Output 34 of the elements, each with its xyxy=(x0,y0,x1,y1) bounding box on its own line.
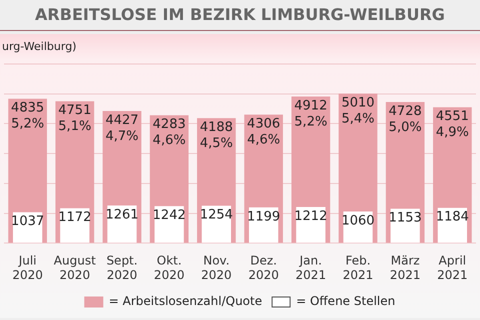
data-label: 4427 4,7% xyxy=(105,112,139,144)
data-label: 1254 xyxy=(200,208,233,223)
x-tick-label: Sept. 2020 xyxy=(106,254,138,282)
data-label: 1060 xyxy=(341,213,375,228)
data-label: 4835 5,2% xyxy=(11,100,44,132)
data-label: 4283 4,6% xyxy=(152,117,186,148)
data-label: 1261 xyxy=(105,207,139,222)
data-label: 1153 xyxy=(388,210,422,226)
x-tick-label: Nov. 2020 xyxy=(201,254,232,282)
chart-title: ARBEITSLOSE IM BEZIRK LIMBURG-WEILBURG xyxy=(0,0,480,31)
legend-label: = Arbeitslosenzahl/Quote xyxy=(108,294,262,308)
data-label: 4551 4,9% xyxy=(436,109,469,140)
data-label: 4912 5,2% xyxy=(294,98,328,130)
data-label: 5010 5,4% xyxy=(341,95,375,126)
x-tick-label: Juli 2020 xyxy=(12,254,43,282)
x-tick-label: März 2021 xyxy=(390,254,420,282)
x-tick-label: Jan. 2021 xyxy=(296,254,326,282)
x-tick-label: August 2020 xyxy=(54,254,96,282)
x-tick-label: April 2021 xyxy=(437,254,468,282)
data-label: 4751 5,1% xyxy=(58,103,92,134)
data-label: 1242 xyxy=(152,208,186,223)
x-tick-label: Okt. 2020 xyxy=(154,254,184,282)
data-label: 4188 4,5% xyxy=(200,120,233,151)
data-label: 1199 xyxy=(247,209,280,224)
data-label: 4728 5,0% xyxy=(388,104,422,135)
data-label: 1037 xyxy=(11,214,44,230)
data-label: 1184 xyxy=(436,210,469,225)
x-tick-label: Feb. 2021 xyxy=(342,254,374,282)
data-label: 1172 xyxy=(58,210,92,226)
legend-label: = Offene Stellen xyxy=(296,294,396,308)
x-tick-label: Dez. 2020 xyxy=(248,254,279,282)
data-label: 4306 4,6% xyxy=(247,116,280,148)
chart-subtitle: urg-Weilburg) xyxy=(0,34,480,60)
data-label: 1212 xyxy=(294,208,328,224)
